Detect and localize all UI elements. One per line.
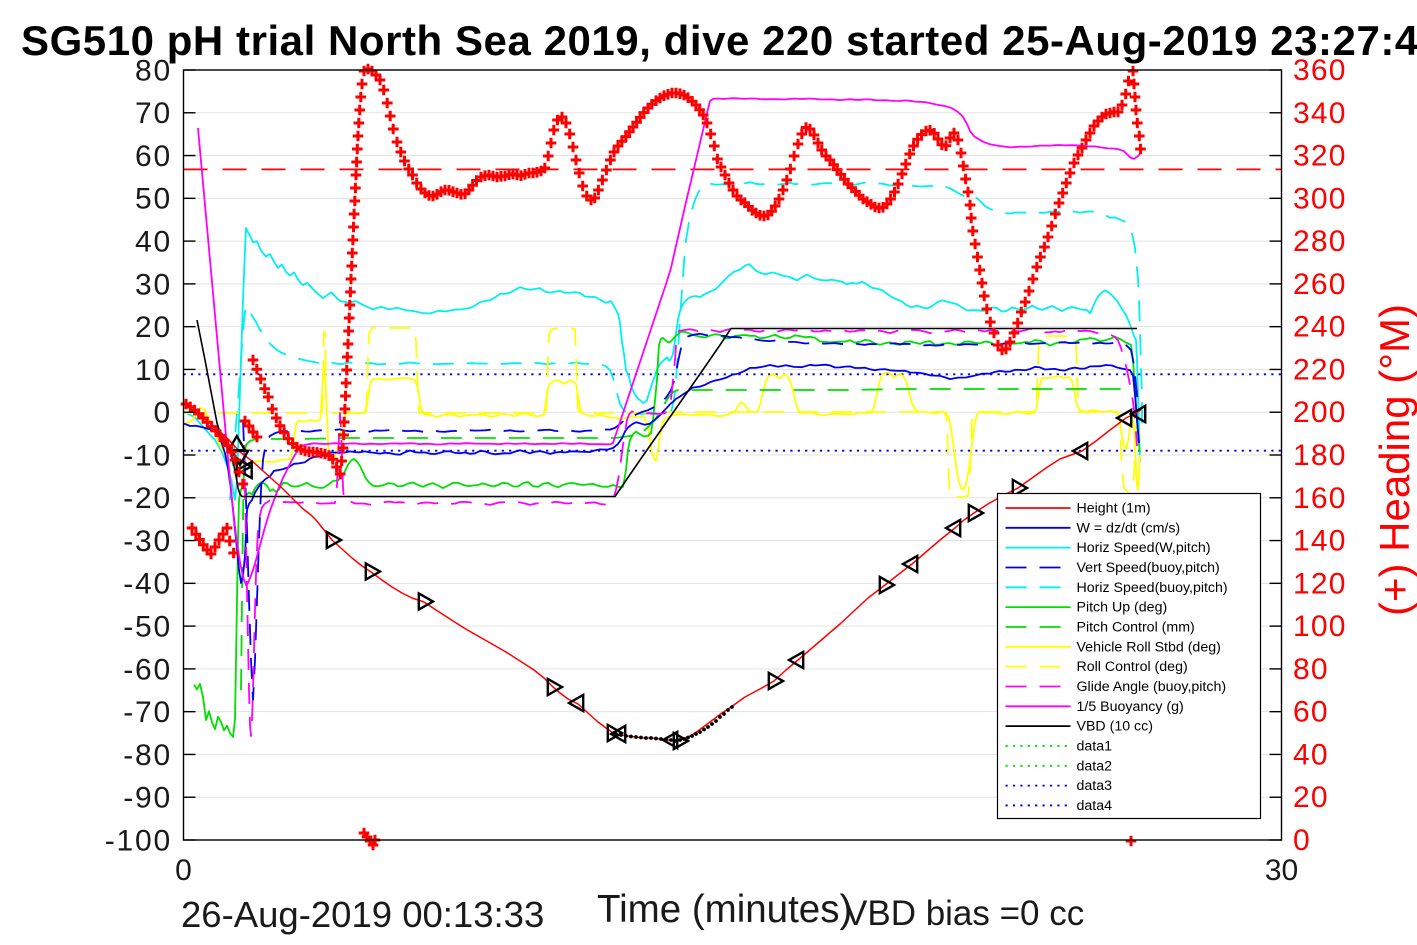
svg-text:320: 320 [1293,140,1347,173]
svg-text:0: 0 [154,397,173,430]
svg-text:-30: -30 [123,525,172,558]
svg-text:Horiz Speed(W,pitch): Horiz Speed(W,pitch) [1077,540,1211,556]
svg-text:300: 300 [1293,182,1347,215]
svg-text:70: 70 [135,97,172,130]
svg-text:20: 20 [1293,781,1329,814]
svg-text:Pitch Control (mm): Pitch Control (mm) [1077,619,1195,635]
svg-text:60: 60 [1293,696,1329,729]
svg-text:30: 30 [1265,854,1298,887]
svg-text:W = dz/dt (cm/s): W = dz/dt (cm/s) [1077,520,1181,536]
svg-text:-80: -80 [123,739,172,772]
svg-text:360: 360 [1293,54,1347,87]
svg-text:-40: -40 [123,568,172,601]
svg-text:-60: -60 [123,653,172,686]
svg-text:180: 180 [1293,439,1347,472]
svg-text:-100: -100 [105,824,172,857]
svg-text:80: 80 [135,54,172,87]
svg-text:240: 240 [1293,311,1347,344]
svg-text:340: 340 [1293,97,1347,130]
svg-text:50: 50 [135,183,172,216]
svg-text:10: 10 [135,354,172,387]
svg-text:-50: -50 [123,611,172,644]
svg-text:Height (1m): Height (1m) [1077,501,1151,517]
svg-text:200: 200 [1293,396,1347,429]
svg-text:data1: data1 [1077,738,1113,754]
svg-text:80: 80 [1293,653,1329,686]
svg-text:data3: data3 [1077,778,1113,794]
svg-text:0: 0 [1293,824,1311,857]
svg-text:120: 120 [1293,567,1347,600]
svg-text:160: 160 [1293,482,1347,515]
svg-text:40: 40 [1293,738,1329,771]
svg-text:data4: data4 [1077,798,1113,814]
svg-text:100: 100 [1293,610,1347,643]
svg-text:220: 220 [1293,353,1347,386]
svg-text:Horiz Speed(buoy,pitch): Horiz Speed(buoy,pitch) [1077,580,1228,596]
svg-text:260: 260 [1293,268,1347,301]
svg-text:VBD (10 cc): VBD (10 cc) [1077,719,1153,735]
svg-text:Vehicle Roll Stbd (deg): Vehicle Roll Stbd (deg) [1077,639,1221,655]
svg-text:140: 140 [1293,525,1347,558]
svg-text:20: 20 [135,311,172,344]
svg-text:-10: -10 [123,439,172,472]
svg-text:280: 280 [1293,225,1347,258]
svg-text:-70: -70 [123,696,172,729]
svg-text:1/5 Buoyancy (g): 1/5 Buoyancy (g) [1077,699,1184,715]
svg-text:-20: -20 [123,482,172,515]
svg-text:0: 0 [175,854,192,887]
svg-text:data2: data2 [1077,758,1113,774]
svg-text:Vert Speed(buoy,pitch): Vert Speed(buoy,pitch) [1077,560,1220,576]
svg-text:Glide Angle (buoy,pitch): Glide Angle (buoy,pitch) [1077,679,1227,695]
svg-text:60: 60 [135,140,172,173]
svg-text:40: 40 [135,226,172,259]
svg-text:Roll Control (deg): Roll Control (deg) [1077,659,1188,675]
svg-text:Pitch Up (deg): Pitch Up (deg) [1077,600,1168,616]
svg-text:30: 30 [135,268,172,301]
svg-text:-90: -90 [123,782,172,815]
